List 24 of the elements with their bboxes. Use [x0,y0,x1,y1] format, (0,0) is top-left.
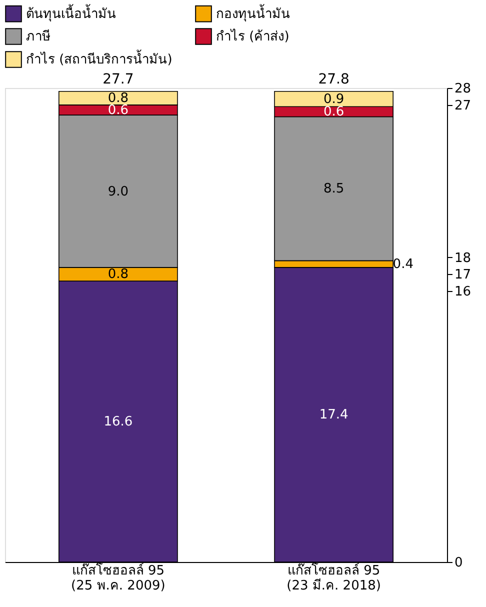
legend-label: ต้นทุนเนื้อน้ำมัน [26,4,116,22]
legend-label: กำไร (สถานีบริการน้ำมัน) [26,50,172,68]
x-tick-label: แก๊สโซฮอลล์ 95 (23 มี.ค. 2018) [286,562,381,594]
data-label: 17.4 [319,408,348,423]
y-tick-label: 28 [454,82,472,96]
data-label: 0.9 [323,92,344,108]
total-label: 27.7 [102,71,134,88]
data-label: 0.8 [108,267,129,282]
y-tick-label: 18 [454,250,472,266]
y-tick-label: 27 [454,98,472,114]
data-label: 0.6 [108,103,129,118]
y-tick-label: 16 [454,284,472,300]
data-label: 0.6 [323,104,344,120]
data-label: 9.0 [108,184,129,200]
total-label: 27.8 [318,71,350,88]
data-label: 0.4 [392,257,414,272]
data-label: 16.6 [104,414,133,430]
legend-label: ภาษี [26,28,51,44]
legend-label: กำไร (ค้าส่ง) [216,28,290,44]
y-tick-label: 0 [454,556,463,570]
data-label: 8.5 [323,182,344,197]
x-tick-label: แก๊สโซฮอลล์ 95 (25 พ.ค. 2009) [71,562,166,594]
legend-label: กองทุนน้ำมัน [216,4,290,22]
y-tick-label: 17 [454,268,472,283]
